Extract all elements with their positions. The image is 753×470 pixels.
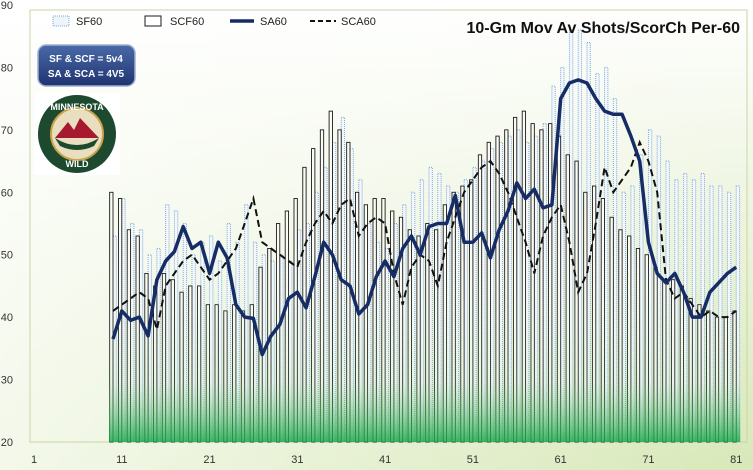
x-tick-label: 21: [203, 454, 215, 466]
legend-swatch-sf60: [52, 15, 70, 27]
logo-wild-head-icon: [55, 118, 99, 138]
legend-label-sf60: SF60: [76, 16, 102, 28]
strength-badge: SF & SCF = 5v4 SA & SCA = 4V5: [37, 44, 136, 87]
badge-box: [37, 44, 136, 87]
y-axis: 20 30 40 50 60 70 80 90: [1, 0, 13, 449]
y-tick-label: 70: [1, 125, 13, 137]
y-tick-label: 80: [1, 62, 13, 74]
x-tick-label: 41: [379, 454, 391, 466]
legend-label-sca60: SCA60: [341, 16, 376, 28]
x-tick-label: 1: [31, 454, 37, 466]
sca60-line: [112, 139, 737, 330]
x-tick-label: 61: [555, 454, 567, 466]
x-axis: 1 11 21 31 41 51 61 71 81: [31, 454, 742, 466]
logo-bottom-text: WILD: [66, 159, 89, 169]
badge-line-2: SA & SCA = 4V5: [48, 69, 125, 80]
chart-title: 10-Gm Mov Av Shots/ScorCh Per-60: [466, 20, 740, 37]
y-tick-label: 30: [1, 375, 13, 387]
sa60-line: [111, 78, 738, 357]
x-tick-label: 71: [642, 454, 654, 466]
logo-wild-lower-icon: [55, 138, 99, 150]
legend-label-sa60: SA60: [260, 16, 287, 28]
y-tick-label: 40: [1, 312, 13, 324]
x-tick-label: 81: [730, 454, 742, 466]
x-tick-label: 31: [291, 454, 303, 466]
legend: SF60 SCF60 SA60 SCA60: [52, 15, 376, 28]
y-tick-label: 50: [1, 250, 13, 262]
y-tick-label: 90: [1, 0, 13, 12]
x-tick-label: 11: [116, 454, 127, 466]
legend-label-scf60: SCF60: [170, 16, 204, 28]
logo-top-text: MINNESOTA: [50, 102, 104, 112]
team-logo: MINNESOTA WILD: [34, 93, 120, 175]
y-tick-label: 60: [1, 187, 13, 199]
x-tick-label: 51: [467, 454, 479, 466]
y-tick-label: 20: [1, 437, 13, 449]
legend-swatch-scf60: [144, 15, 162, 27]
badge-line-1: SF & SCF = 5v4: [49, 54, 123, 65]
